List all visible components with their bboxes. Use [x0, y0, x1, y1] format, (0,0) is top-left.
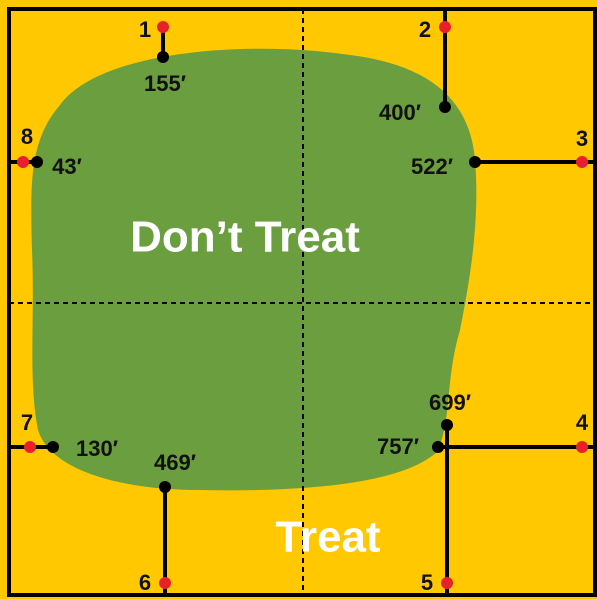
distance-label: 757′	[377, 434, 419, 459]
edge-point	[47, 441, 59, 453]
point-number: 3	[576, 126, 588, 151]
boundary-point	[159, 577, 171, 589]
point-number: 8	[21, 124, 33, 149]
edge-point	[439, 101, 451, 113]
distance-label: 130′	[76, 436, 118, 461]
distance-label: 469′	[154, 450, 196, 475]
edge-point	[159, 481, 171, 493]
boundary-point	[576, 156, 588, 168]
edge-point	[157, 51, 169, 63]
point-number: 6	[139, 570, 151, 595]
distance-label: 522′	[411, 154, 453, 179]
region-label: Don’t Treat	[130, 213, 360, 262]
boundary-point	[157, 21, 169, 33]
distance-label: 699′	[429, 390, 471, 415]
boundary-points	[17, 21, 588, 589]
region-label: Treat	[275, 513, 381, 562]
inner-points	[31, 51, 481, 493]
boundary-point	[17, 156, 29, 168]
edge-point	[432, 441, 444, 453]
point-number: 1	[139, 17, 151, 42]
distance-label: 400′	[379, 100, 421, 125]
point-number: 5	[421, 570, 433, 595]
boundary-point	[439, 21, 451, 33]
edge-point	[469, 156, 481, 168]
point-number: 2	[419, 17, 431, 42]
boundary-point	[576, 441, 588, 453]
border	[7, 7, 597, 597]
distance-label: 43′	[52, 154, 82, 179]
edge-point	[31, 156, 43, 168]
edge-point	[441, 419, 453, 431]
boundary-point	[441, 577, 453, 589]
distance-label: 155′	[144, 71, 186, 96]
point-number: 7	[21, 410, 33, 435]
untreated-area	[31, 48, 477, 491]
point-number: 4	[576, 410, 589, 435]
boundary-point	[24, 441, 36, 453]
